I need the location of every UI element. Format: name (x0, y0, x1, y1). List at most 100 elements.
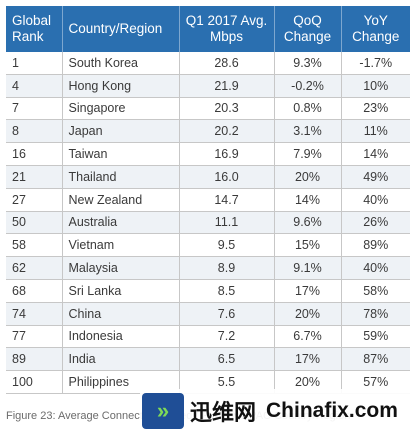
table-row: 8 Japan 20.2 3.1% 11% (6, 119, 410, 144)
cell-yoy: 23% (340, 97, 410, 121)
cell-country: Indonesia (61, 325, 179, 349)
table-row: 74 China 7.6 20% 78% (6, 302, 410, 326)
cell-avg-mbps: 7.6 (178, 302, 274, 326)
cell-avg-mbps: 6.5 (178, 347, 274, 372)
cell-yoy: -1.7% (340, 52, 410, 75)
table-row: 89 India 6.5 17% 87% (6, 347, 410, 372)
cell-qoq: 6.7% (273, 325, 341, 349)
cell-yoy: 40% (340, 188, 410, 212)
cell-country: India (61, 347, 179, 372)
cell-rank: 8 (6, 119, 62, 144)
table-row: 7 Singapore 20.3 0.8% 23% (6, 97, 410, 121)
cell-rank: 68 (6, 279, 62, 303)
cell-rank: 74 (6, 302, 62, 326)
header-row: Global Rank Country/Region Q1 2017 Avg. … (6, 6, 410, 52)
cell-yoy: 49% (340, 165, 410, 189)
connection-speed-table: Global Rank Country/Region Q1 2017 Avg. … (6, 6, 410, 394)
table-row: 62 Malaysia 8.9 9.1% 40% (6, 256, 410, 280)
cell-rank: 21 (6, 165, 62, 189)
header-avg-mbps: Q1 2017 Avg. Mbps (178, 6, 274, 52)
cell-country: Thailand (61, 165, 179, 189)
cell-country: Sri Lanka (61, 279, 179, 303)
cell-qoq: 0.8% (273, 97, 341, 121)
table-row: 50 Australia 11.1 9.6% 26% (6, 211, 410, 235)
cell-qoq: 9.3% (273, 52, 341, 75)
table-row: 58 Vietnam 9.5 15% 89% (6, 233, 410, 258)
cell-yoy: 40% (340, 256, 410, 280)
cell-avg-mbps: 28.6 (178, 52, 274, 75)
cell-qoq: 17% (273, 347, 341, 372)
table-row: 100 Philippines 5.5 20% 57% (6, 370, 410, 394)
cell-qoq: 14% (273, 188, 341, 212)
cell-country: Hong Kong (61, 74, 179, 98)
cell-rank: 7 (6, 97, 62, 121)
cell-rank: 77 (6, 325, 62, 349)
table-row: 68 Sri Lanka 8.5 17% 58% (6, 279, 410, 303)
table-row: 21 Thailand 16.0 20% 49% (6, 165, 410, 189)
cell-rank: 89 (6, 347, 62, 372)
watermark-logo: » 迅维网 Chinafix.com (140, 389, 416, 432)
cell-avg-mbps: 7.2 (178, 325, 274, 349)
cell-avg-mbps: 16.0 (178, 165, 274, 189)
cell-yoy: 10% (340, 74, 410, 98)
cell-rank: 4 (6, 74, 62, 98)
table-body: 1 South Korea 28.6 9.3% -1.7% 4 Hong Kong 21.9-… (6, 52, 410, 394)
header-country: Country/Region (61, 6, 179, 52)
header-global-rank: Global Rank (6, 6, 62, 52)
chinafix-logo-icon: » (142, 392, 184, 429)
table-row: 16 Taiwan 16.9 7.9% 14% (6, 142, 410, 166)
cell-rank: 62 (6, 256, 62, 280)
cell-country: Taiwan (61, 142, 179, 166)
cell-country: China (61, 302, 179, 326)
cell-qoq: -0.2% (273, 74, 341, 98)
cell-qoq: 7.9% (273, 142, 341, 166)
cell-avg-mbps: 9.5 (178, 233, 274, 258)
cell-yoy: 89% (340, 233, 410, 258)
cell-rank: 16 (6, 142, 62, 166)
cell-avg-mbps: 14.7 (178, 188, 274, 212)
cell-yoy: 59% (340, 325, 410, 349)
cell-yoy: 14% (340, 142, 410, 166)
cell-rank: 50 (6, 211, 62, 235)
cell-yoy: 87% (340, 347, 410, 372)
speed-table-container: Global Rank Country/Region Q1 2017 Avg. … (6, 6, 410, 394)
cell-yoy: 78% (340, 302, 410, 326)
cell-yoy: 57% (340, 370, 410, 394)
cell-rank: 100 (6, 370, 62, 394)
cell-qoq: 9.6% (273, 211, 341, 235)
cell-country: Vietnam (61, 233, 179, 258)
table-row: 4 Hong Kong 21.9 -0.2% 10% (6, 74, 410, 98)
cell-avg-mbps: 16.9 (178, 142, 274, 166)
cell-qoq: 17% (273, 279, 341, 303)
cell-yoy: 26% (340, 211, 410, 235)
cell-country: Japan (61, 119, 179, 144)
cell-avg-mbps: 20.2 (178, 119, 274, 144)
cell-qoq: 20% (273, 370, 341, 394)
cell-qoq: 15% (273, 233, 341, 258)
cell-country: South Korea (61, 52, 179, 75)
watermark-en-text: Chinafix.com (266, 398, 398, 422)
header-qoq-change: QoQ Change (273, 6, 341, 52)
cell-avg-mbps: 21.9 (178, 74, 274, 98)
cell-rank: 1 (6, 52, 62, 75)
cell-qoq: 9.1% (273, 256, 341, 280)
cell-qoq: 3.1% (273, 119, 341, 144)
table-header: Global Rank Country/Region Q1 2017 Avg. … (6, 6, 410, 52)
cell-country: Singapore (61, 97, 179, 121)
header-yoy-change: YoY Change (340, 6, 410, 52)
cell-avg-mbps: 8.5 (178, 279, 274, 303)
cell-country: New Zealand (61, 188, 179, 212)
cell-country: Philippines (61, 370, 179, 394)
cell-avg-mbps: 11.1 (178, 211, 274, 235)
cell-qoq: 20% (273, 302, 341, 326)
table-row: 1 South Korea 28.6 9.3% -1.7% (6, 52, 410, 75)
table-row: 77 Indonesia 7.2 6.7% 59% (6, 325, 410, 349)
cell-yoy: 58% (340, 279, 410, 303)
cell-yoy: 11% (340, 119, 410, 144)
cell-avg-mbps: 20.3 (178, 97, 274, 121)
cell-country: Australia (61, 211, 179, 235)
cell-country: Malaysia (61, 256, 179, 280)
table-row: 27 New Zealand 14.7 14% 40% (6, 188, 410, 212)
cell-avg-mbps: 8.9 (178, 256, 274, 280)
watermark-cn-text: 迅维网 (190, 400, 257, 426)
